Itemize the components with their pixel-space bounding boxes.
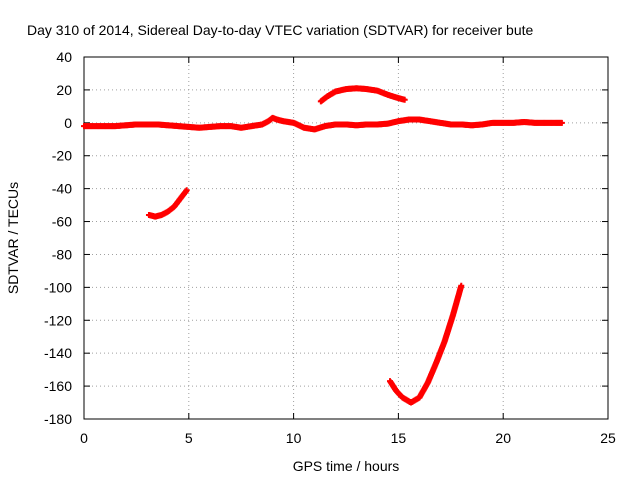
y-tick-label: -180 — [44, 411, 72, 427]
y-axis-label: SDTVAR / TECUs — [5, 182, 21, 294]
x-axis-label: GPS time / hours — [293, 458, 400, 474]
plot-frame — [83, 56, 609, 420]
y-tick-label: -100 — [44, 279, 72, 295]
axis-ticks: 0 5 10 15 20 25 40 20 0 -20 -40 -60 -80 -100 -120 -140 -… — [44, 49, 616, 446]
x-tick-label: 0 — [80, 430, 88, 446]
data-series — [81, 114, 565, 133]
y-tick-label: 40 — [56, 49, 72, 65]
y-tick-label: -20 — [52, 148, 72, 164]
x-tick-label: 20 — [495, 430, 511, 446]
y-tick-label: 0 — [64, 115, 72, 131]
x-tick-label: 10 — [286, 430, 302, 446]
y-tick-label: -40 — [52, 181, 72, 197]
y-tick-label: -60 — [52, 214, 72, 230]
data-series — [145, 187, 190, 220]
x-tick-label: 5 — [185, 430, 193, 446]
data-point — [183, 187, 190, 194]
data-point — [458, 282, 465, 289]
chart-title: Day 310 of 2014, Sidereal Day-to-day VTE… — [27, 22, 534, 38]
data-point — [401, 96, 408, 103]
y-tick-label: -160 — [44, 378, 72, 394]
data-series — [387, 282, 465, 406]
data-series — [317, 85, 408, 105]
y-tick-label: -80 — [52, 246, 72, 262]
y-tick-label: 20 — [56, 82, 72, 98]
grid-lines — [84, 57, 608, 419]
x-tick-label: 15 — [391, 430, 407, 446]
data-points — [81, 85, 565, 406]
y-tick-label: -140 — [44, 345, 72, 361]
y-tick-label: -120 — [44, 312, 72, 328]
x-tick-label: 25 — [600, 430, 616, 446]
data-point — [558, 119, 565, 126]
